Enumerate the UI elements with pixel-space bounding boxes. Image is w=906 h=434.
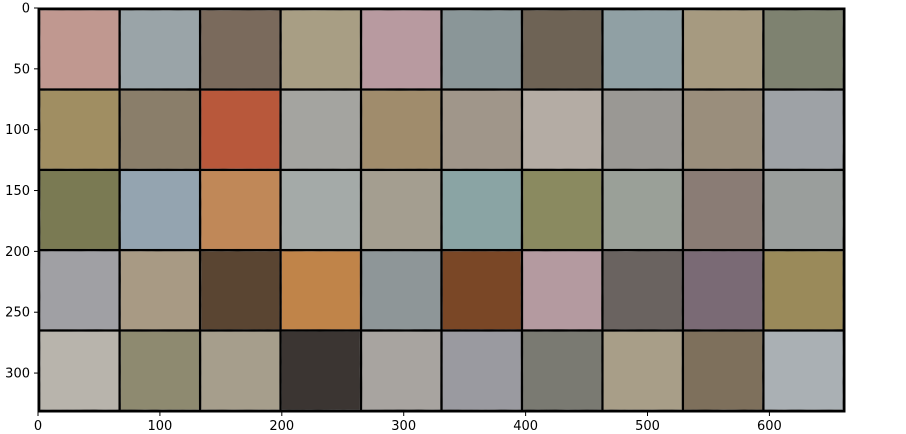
image-tile xyxy=(281,171,360,249)
x-tick-label: 600 xyxy=(757,419,782,434)
image-tile xyxy=(442,90,521,169)
image-tile xyxy=(603,90,682,169)
image-tile xyxy=(523,10,602,89)
image-tile xyxy=(281,251,360,330)
image-tile xyxy=(40,331,119,410)
image-tile xyxy=(764,251,843,330)
image-tile xyxy=(523,331,602,410)
x-tick-label: 300 xyxy=(391,419,416,434)
image-tile xyxy=(603,251,682,330)
image-tile xyxy=(684,10,763,89)
image-tile xyxy=(603,10,682,89)
image-tile xyxy=(40,251,119,330)
image-tile xyxy=(684,251,763,330)
image-tiles xyxy=(38,8,845,412)
y-tick-label: 200 xyxy=(5,245,30,260)
image-tile xyxy=(764,10,843,89)
image-tile xyxy=(281,10,360,89)
image-tile xyxy=(523,171,602,249)
image-tile xyxy=(523,90,602,169)
image-tile xyxy=(603,331,682,410)
image-tile xyxy=(442,171,521,249)
image-tile xyxy=(40,90,119,169)
image-tile xyxy=(281,331,360,410)
image-tile xyxy=(684,331,763,410)
image-tile xyxy=(201,251,280,330)
image-tile xyxy=(362,90,441,169)
image-tile xyxy=(362,331,441,410)
x-tick-label: 100 xyxy=(147,419,172,434)
y-tick-label: 50 xyxy=(13,62,30,77)
image-tile xyxy=(362,10,441,89)
image-tile xyxy=(442,251,521,330)
image-tile xyxy=(120,10,199,89)
image-tile xyxy=(603,171,682,249)
image-tile xyxy=(201,171,280,249)
y-tick-label: 100 xyxy=(5,123,30,138)
image-tile xyxy=(201,331,280,410)
y-tick-label: 300 xyxy=(5,367,30,382)
image-tile xyxy=(120,90,199,169)
image-tile xyxy=(362,171,441,249)
y-tick-label: 250 xyxy=(5,306,30,321)
image-tile xyxy=(362,251,441,330)
image-tile xyxy=(40,10,119,89)
image-tile xyxy=(120,331,199,410)
x-tick-label: 500 xyxy=(635,419,660,434)
x-tick-label: 0 xyxy=(34,419,42,434)
image-tile xyxy=(764,331,843,410)
image-tile xyxy=(442,331,521,410)
image-tile xyxy=(442,10,521,89)
image-tile xyxy=(40,171,119,249)
x-axis: 0 100 200 300 400 500 600 xyxy=(34,412,782,434)
image-tile xyxy=(523,251,602,330)
y-tick-label: 150 xyxy=(5,184,30,199)
x-tick-label: 400 xyxy=(513,419,538,434)
image-tile xyxy=(120,171,199,249)
image-tile xyxy=(201,90,280,169)
y-tick-label: 0 xyxy=(22,2,30,17)
plot-frame xyxy=(37,7,846,413)
image-tile xyxy=(684,171,763,249)
image-tile xyxy=(201,10,280,89)
image-tile xyxy=(764,90,843,169)
image-tile xyxy=(764,171,843,249)
y-axis: 0 50 100 150 200 250 300 xyxy=(5,2,38,382)
image-tile xyxy=(281,90,360,169)
image-tile xyxy=(684,90,763,169)
image-tile xyxy=(120,251,199,330)
x-tick-label: 200 xyxy=(269,419,294,434)
